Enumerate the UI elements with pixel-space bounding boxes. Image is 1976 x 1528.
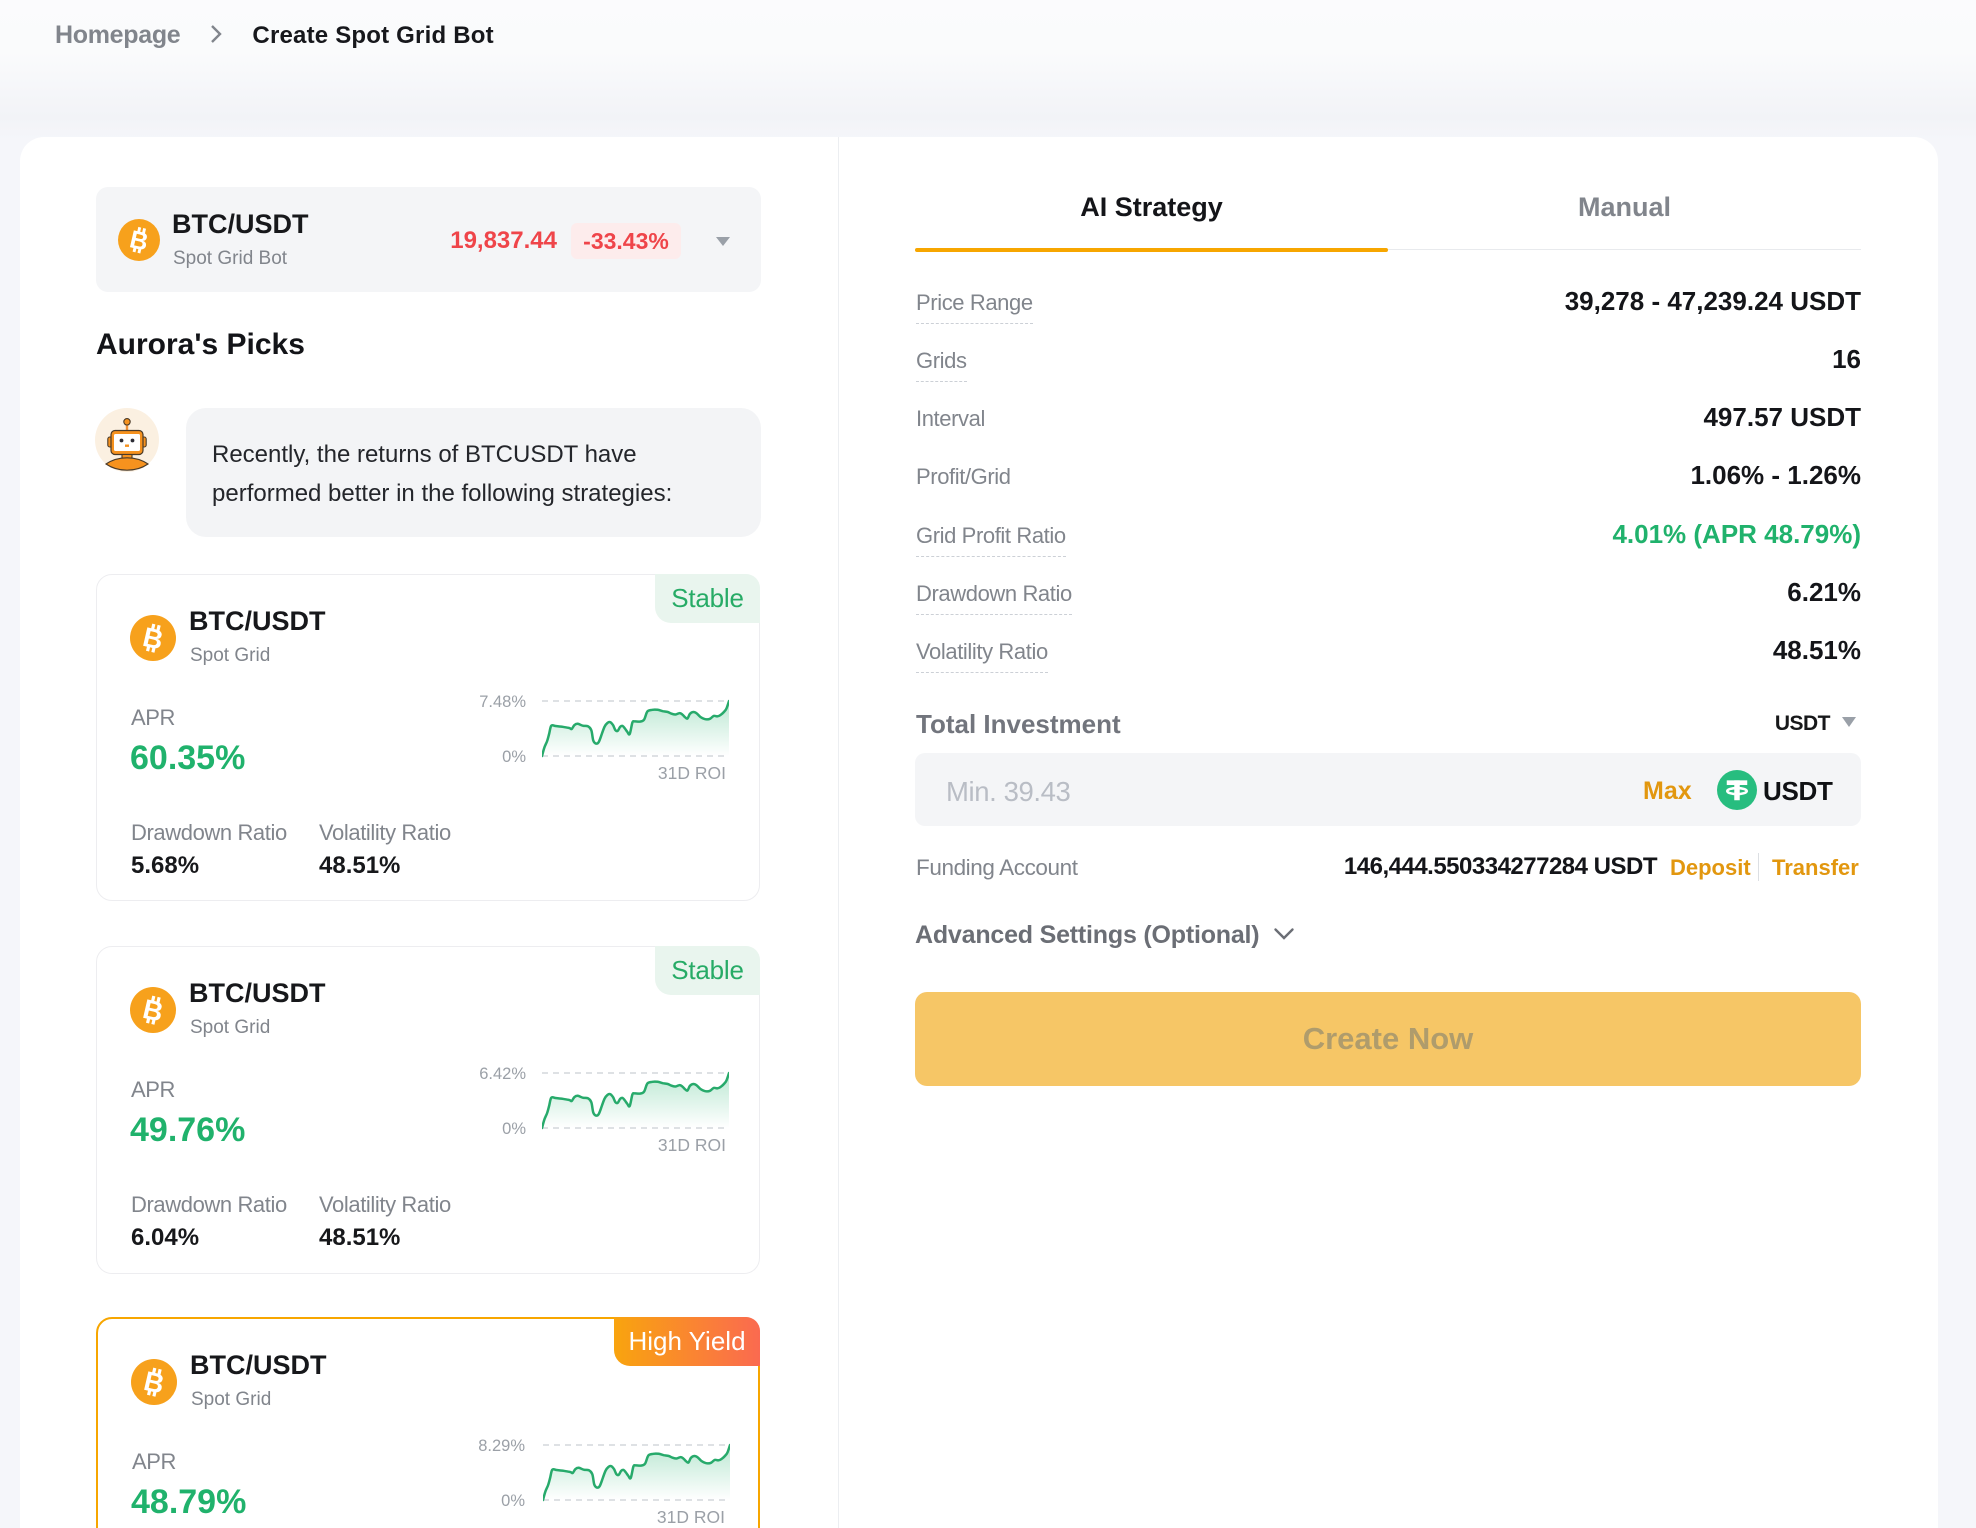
svg-text:B: B [127,225,151,256]
svg-text:B: B [140,993,166,1028]
svg-text:B: B [141,1365,167,1400]
svg-text:B: B [140,621,166,656]
